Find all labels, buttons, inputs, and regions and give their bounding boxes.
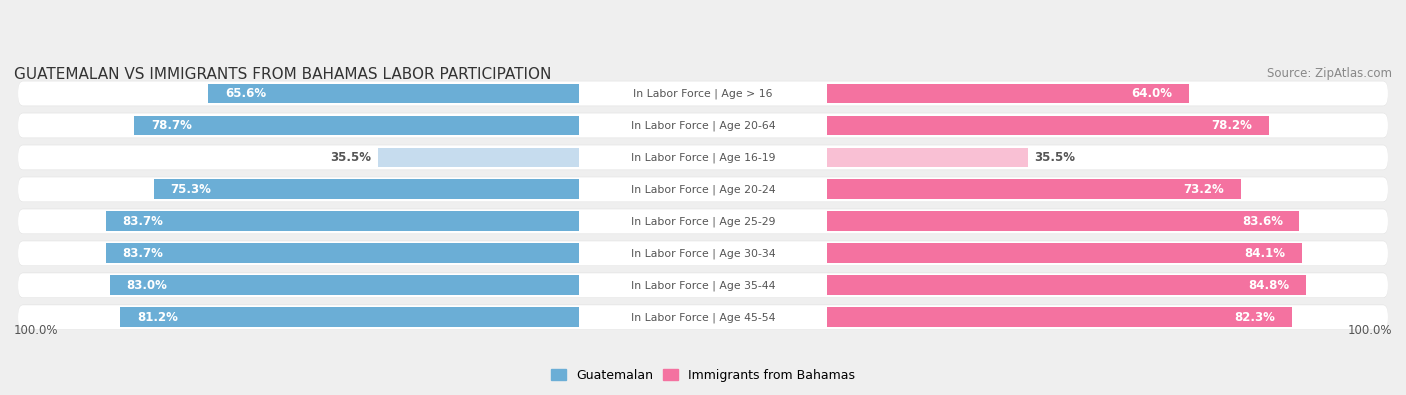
Bar: [827, 307, 1292, 327]
FancyBboxPatch shape: [18, 273, 1388, 298]
FancyBboxPatch shape: [18, 209, 1388, 233]
FancyBboxPatch shape: [18, 241, 1388, 266]
Text: In Labor Force | Age 25-29: In Labor Force | Age 25-29: [631, 216, 775, 227]
Text: 83.7%: 83.7%: [122, 215, 163, 228]
Text: In Labor Force | Age 30-34: In Labor Force | Age 30-34: [631, 248, 775, 259]
FancyBboxPatch shape: [18, 145, 1388, 169]
Bar: [208, 84, 579, 103]
Text: 100.0%: 100.0%: [1347, 324, 1392, 337]
Bar: [827, 275, 1306, 295]
Text: 35.5%: 35.5%: [330, 151, 371, 164]
Text: 84.8%: 84.8%: [1249, 279, 1289, 292]
Bar: [827, 243, 1302, 263]
FancyBboxPatch shape: [18, 177, 1388, 202]
FancyBboxPatch shape: [18, 305, 1388, 329]
Text: 64.0%: 64.0%: [1130, 87, 1173, 100]
Bar: [827, 116, 1268, 135]
FancyBboxPatch shape: [18, 81, 1388, 106]
Text: 83.6%: 83.6%: [1241, 215, 1282, 228]
FancyBboxPatch shape: [18, 113, 1388, 137]
Text: 83.7%: 83.7%: [122, 247, 163, 260]
Text: In Labor Force | Age 35-44: In Labor Force | Age 35-44: [631, 280, 775, 291]
Text: 65.6%: 65.6%: [225, 87, 266, 100]
Text: In Labor Force | Age > 16: In Labor Force | Age > 16: [633, 88, 773, 99]
FancyBboxPatch shape: [18, 209, 1388, 234]
FancyBboxPatch shape: [18, 273, 1388, 297]
Text: 78.2%: 78.2%: [1212, 119, 1253, 132]
Bar: [105, 211, 579, 231]
Text: 78.7%: 78.7%: [150, 119, 191, 132]
Text: In Labor Force | Age 45-54: In Labor Force | Age 45-54: [631, 312, 775, 323]
Text: 82.3%: 82.3%: [1234, 311, 1275, 324]
FancyBboxPatch shape: [18, 241, 1388, 265]
Text: 75.3%: 75.3%: [170, 183, 211, 196]
Text: 35.5%: 35.5%: [1035, 151, 1076, 164]
Bar: [827, 211, 1299, 231]
Bar: [110, 275, 579, 295]
FancyBboxPatch shape: [18, 81, 1388, 105]
Bar: [827, 147, 1028, 167]
FancyBboxPatch shape: [18, 145, 1388, 170]
Bar: [121, 307, 579, 327]
Legend: Guatemalan, Immigrants from Bahamas: Guatemalan, Immigrants from Bahamas: [551, 369, 855, 382]
Bar: [827, 179, 1240, 199]
Bar: [827, 84, 1188, 103]
Bar: [135, 116, 579, 135]
FancyBboxPatch shape: [18, 113, 1388, 138]
Text: 83.0%: 83.0%: [127, 279, 167, 292]
Text: 100.0%: 100.0%: [14, 324, 59, 337]
Bar: [378, 147, 579, 167]
Text: 81.2%: 81.2%: [136, 311, 177, 324]
Text: 84.1%: 84.1%: [1244, 247, 1285, 260]
Bar: [105, 243, 579, 263]
FancyBboxPatch shape: [18, 305, 1388, 330]
Text: 73.2%: 73.2%: [1184, 183, 1225, 196]
Bar: [153, 179, 579, 199]
Text: In Labor Force | Age 16-19: In Labor Force | Age 16-19: [631, 152, 775, 163]
Text: In Labor Force | Age 20-24: In Labor Force | Age 20-24: [631, 184, 775, 195]
FancyBboxPatch shape: [18, 177, 1388, 201]
Text: Source: ZipAtlas.com: Source: ZipAtlas.com: [1267, 67, 1392, 80]
Text: GUATEMALAN VS IMMIGRANTS FROM BAHAMAS LABOR PARTICIPATION: GUATEMALAN VS IMMIGRANTS FROM BAHAMAS LA…: [14, 67, 551, 82]
Text: In Labor Force | Age 20-64: In Labor Force | Age 20-64: [631, 120, 775, 131]
